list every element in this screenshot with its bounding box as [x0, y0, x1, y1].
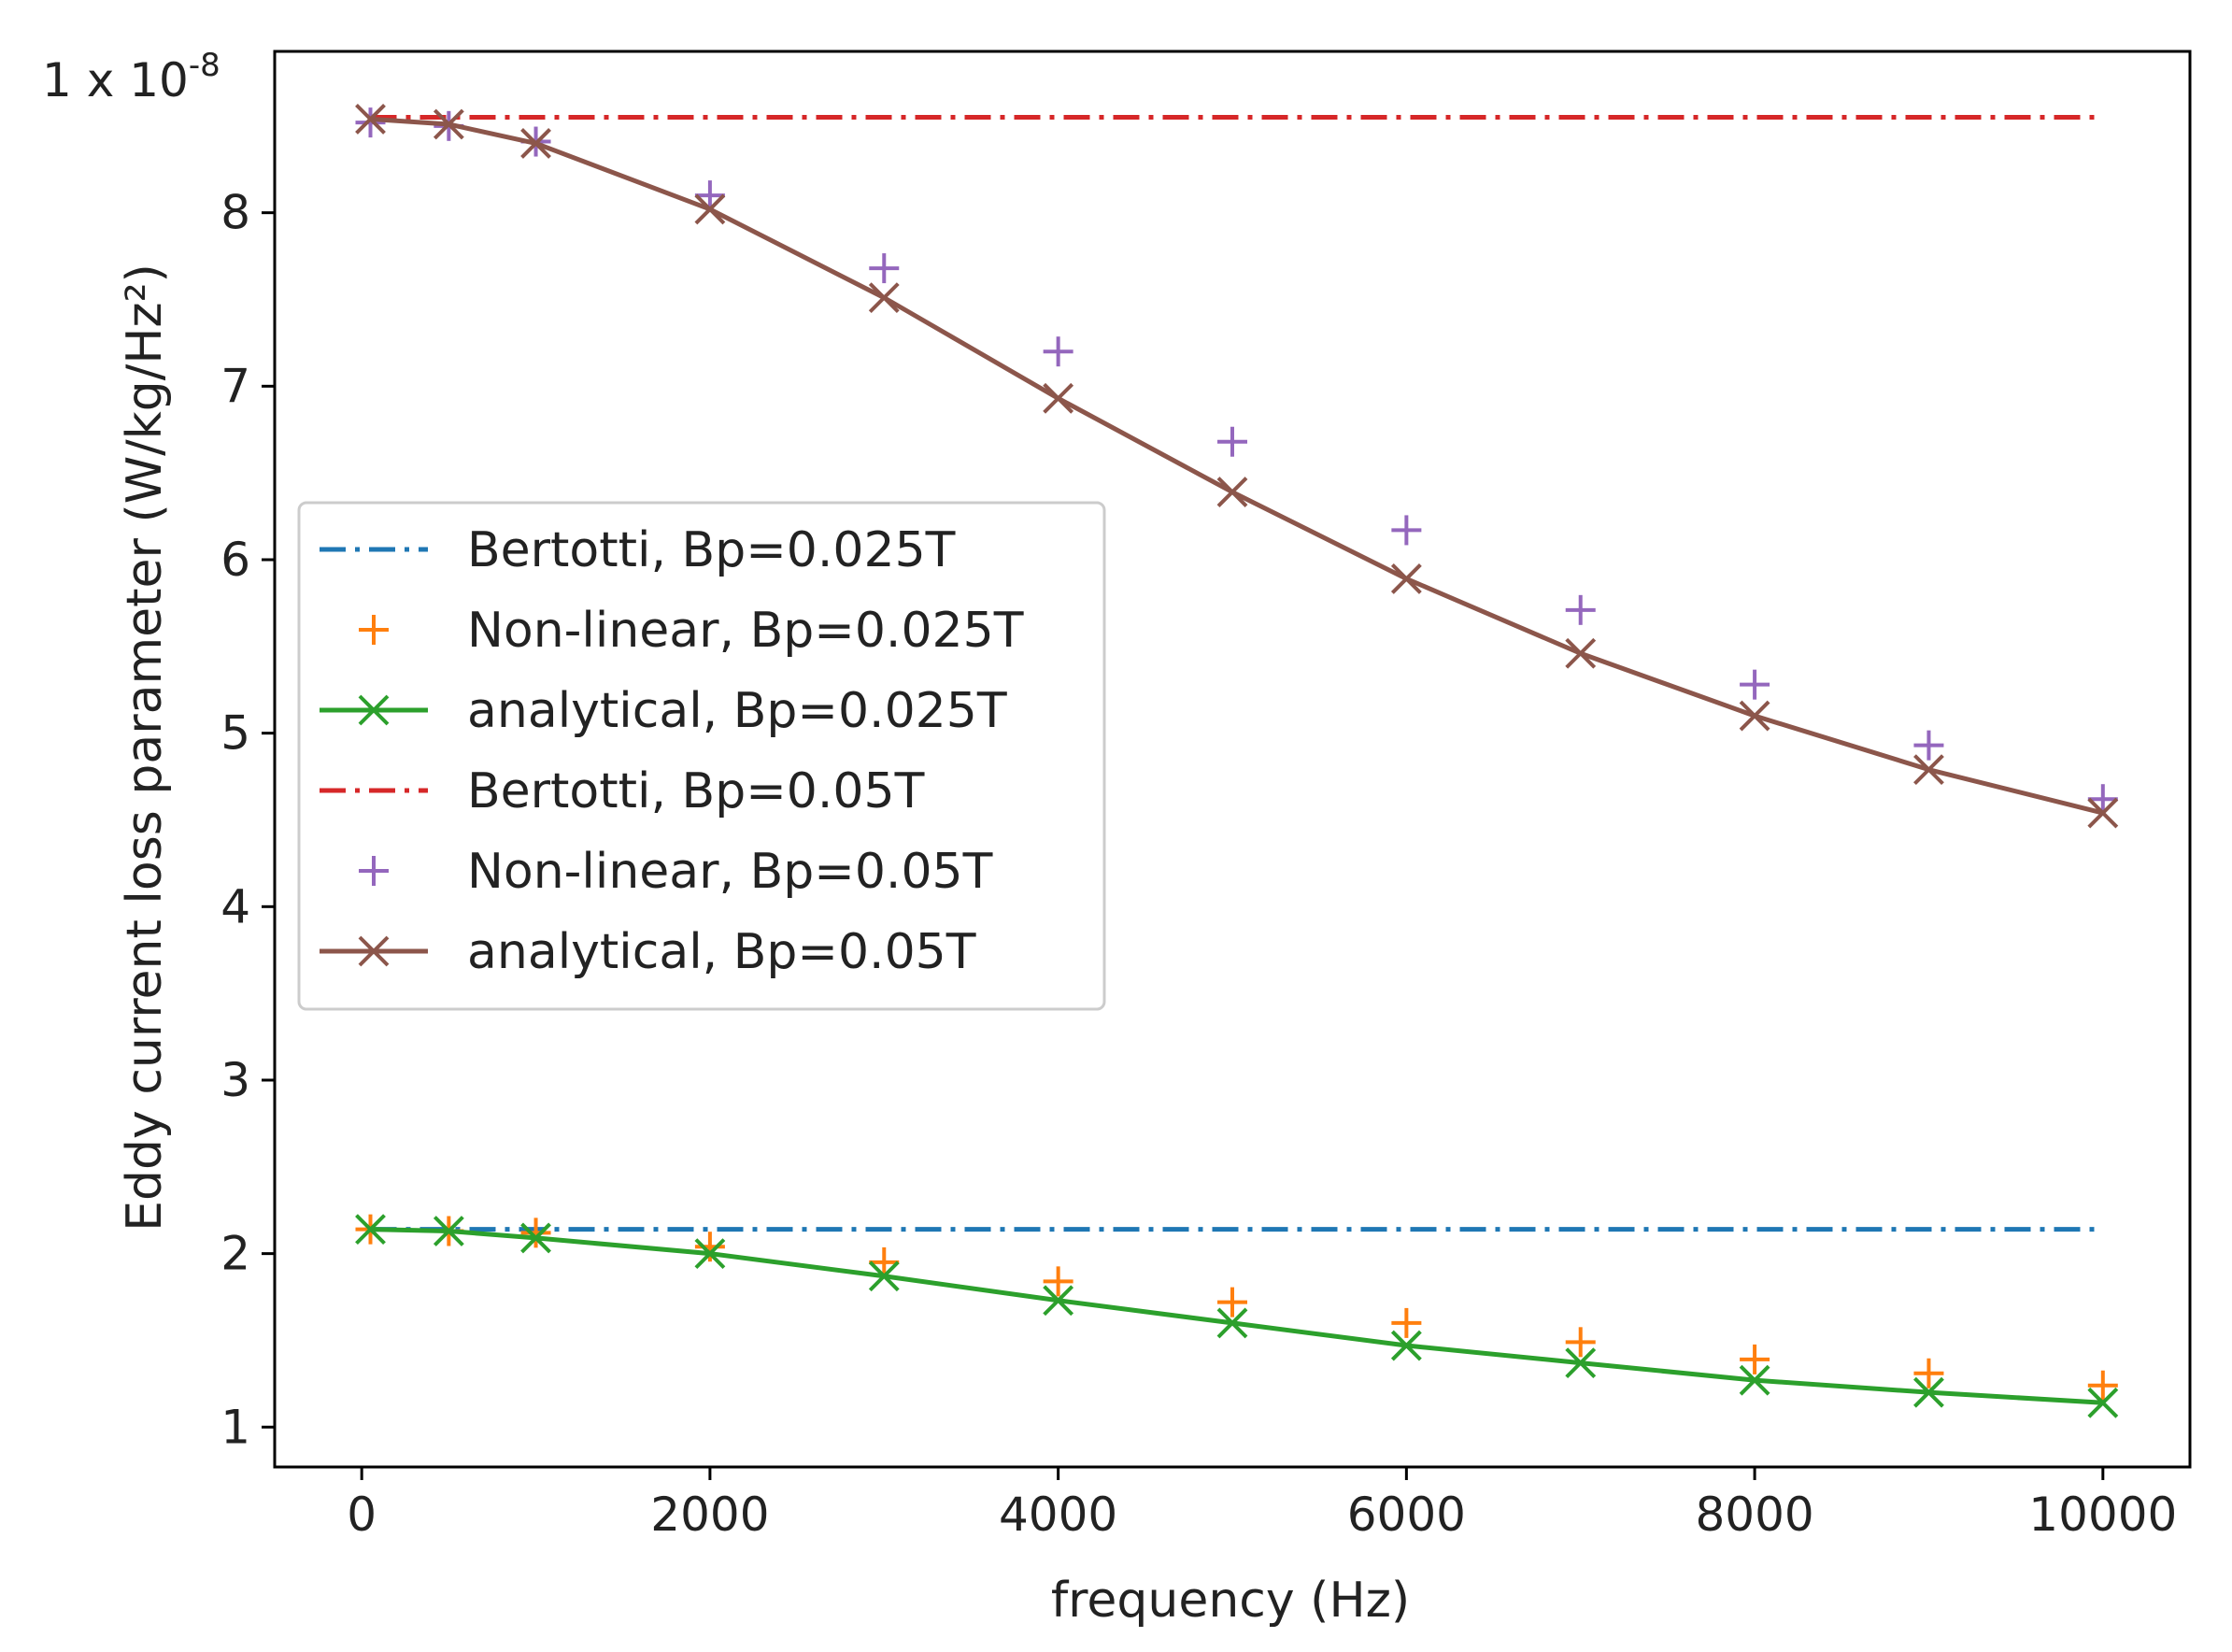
data-point — [1391, 1307, 1422, 1338]
data-point — [1913, 730, 1944, 761]
legend-marker — [359, 615, 389, 645]
x-tick-label: 2000 — [650, 1488, 769, 1542]
data-point — [869, 253, 900, 284]
legend-entry-bertotti-bp-0-025t: Bertotti, Bp=0.025T — [320, 522, 956, 578]
data-point — [1390, 563, 1422, 594]
data-point — [1043, 336, 1073, 367]
y-tick-label: 6 — [220, 533, 250, 587]
data-point — [1043, 1266, 1073, 1297]
data-point — [1913, 1376, 1944, 1408]
legend-entry-analytical-bp-0-05t: analytical, Bp=0.05T — [320, 924, 976, 980]
series-line-analytical-bp-0-05t — [370, 116, 2104, 816]
legend: Bertotti, Bp=0.025T Non-linear, Bp=0.025T… — [297, 501, 1106, 1011]
data-point — [868, 282, 900, 314]
legend-box — [297, 501, 1106, 1011]
legend-label: Non-linear, Bp=0.025T — [467, 603, 1024, 659]
y-multiplier-label: 1 x 10-8 — [42, 47, 220, 107]
x-tick-label: 10000 — [2028, 1488, 2177, 1542]
x-tick-label: 0 — [347, 1488, 377, 1542]
series-line-analytical-bp-0-025t — [370, 1227, 2103, 1405]
data-point — [1391, 515, 1422, 546]
data-point — [1739, 700, 1770, 732]
data-point — [433, 1216, 464, 1246]
data-point — [2087, 797, 2119, 829]
axes-frame — [273, 50, 2192, 1469]
x-axis-label: frequency (Hz) — [1051, 1573, 1410, 1629]
data-point — [1043, 382, 1074, 414]
data-point — [694, 193, 726, 225]
legend-marker — [359, 856, 389, 886]
data-point — [1390, 1330, 1422, 1361]
data-point — [355, 1214, 386, 1246]
data-point — [1565, 1327, 1596, 1358]
data-point — [1739, 1364, 1770, 1396]
y-axis-label: Eddy current loss parameter (W/kg/Hz²) — [117, 263, 173, 1232]
legend-entry-non-linear-bp-0-025t: Non-linear, Bp=0.025T — [359, 603, 1024, 659]
data-point — [1565, 1347, 1597, 1379]
data-point — [1913, 1358, 1944, 1389]
y-tick-label: 7 — [220, 359, 250, 413]
data-point — [1565, 594, 1596, 625]
legend-label: Bertotti, Bp=0.025T — [467, 522, 956, 578]
x-tick-label: 4000 — [999, 1488, 1117, 1542]
x-tick-label: 8000 — [1695, 1488, 1813, 1542]
data-point — [694, 1238, 726, 1270]
y-tick-label: 8 — [220, 186, 250, 240]
x-axis: 0 2000 4000 6000 8000 10000 — [347, 1467, 2177, 1542]
data-point — [355, 107, 386, 138]
y-tick-label: 4 — [220, 879, 250, 933]
plot-area — [355, 103, 2119, 1418]
data-point — [1216, 477, 1248, 507]
data-point — [2087, 1387, 2119, 1418]
data-point — [1740, 669, 1770, 700]
data-point — [1043, 1285, 1074, 1317]
series-non-linear-bp-0-05t — [355, 107, 2118, 815]
data-point — [694, 1232, 725, 1262]
data-point — [355, 103, 386, 135]
legend-label: analytical, Bp=0.025T — [467, 683, 1007, 739]
y-tick-label: 1 — [220, 1400, 250, 1454]
legend-entry-analytical-bp-0-025t: analytical, Bp=0.025T — [320, 683, 1007, 739]
data-point — [869, 1246, 900, 1277]
series-non-linear-bp-0-025t — [355, 1214, 2118, 1401]
legend-label: Non-linear, Bp=0.05T — [467, 844, 993, 900]
data-point — [1217, 426, 1247, 457]
x-tick-label: 6000 — [1347, 1488, 1466, 1542]
data-point — [1740, 1344, 1770, 1374]
legend-entry-non-linear-bp-0-05t: Non-linear, Bp=0.05T — [359, 844, 993, 900]
data-point — [1565, 637, 1597, 669]
legend-label: analytical, Bp=0.05T — [467, 924, 976, 980]
data-point — [694, 180, 725, 211]
data-point — [520, 127, 551, 159]
legend-marker — [358, 935, 390, 967]
y-tick-label: 3 — [220, 1053, 250, 1107]
data-point — [1217, 1287, 1247, 1317]
data-point — [2087, 784, 2118, 815]
series-analytical-bp-0-025t — [355, 1214, 2119, 1418]
data-point — [433, 108, 464, 140]
y-tick-label: 5 — [220, 706, 250, 761]
series-analytical-bp-0-05t — [355, 103, 2119, 829]
data-point — [1913, 754, 1944, 786]
legend-entry-bertotti-bp-0-05t: Bertotti, Bp=0.05T — [320, 763, 925, 819]
y-tick-label: 2 — [220, 1227, 250, 1281]
legend-label: Bertotti, Bp=0.05T — [467, 763, 925, 819]
data-point — [1216, 1307, 1248, 1339]
data-point — [520, 1218, 551, 1248]
y-axis: 1 2 3 4 5 6 7 8 — [220, 186, 275, 1454]
data-point — [868, 1260, 900, 1292]
legend-marker — [358, 694, 390, 726]
data-point — [520, 1222, 551, 1254]
data-point — [2087, 1370, 2118, 1401]
